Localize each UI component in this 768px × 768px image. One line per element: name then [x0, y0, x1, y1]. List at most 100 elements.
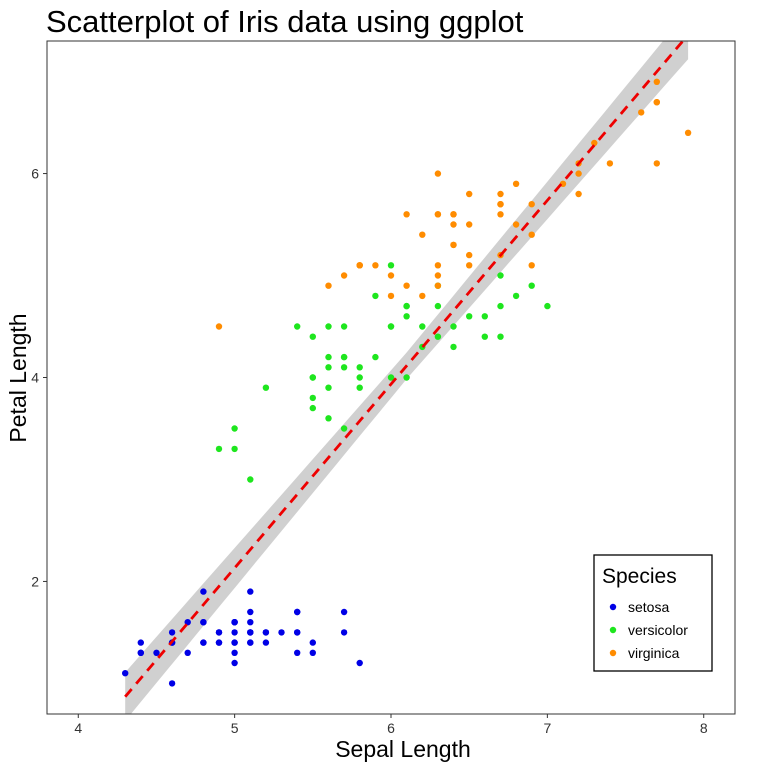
data-point-virginica [434, 272, 442, 279]
data-point-virginica [638, 109, 645, 116]
x-axis-label: Sepal Length [335, 736, 471, 762]
data-point-virginica [512, 180, 520, 187]
data-point-versicolor [466, 313, 473, 320]
data-point-virginica [215, 323, 223, 330]
data-point-virginica [466, 262, 473, 269]
data-point-setosa [231, 639, 238, 646]
data-point-virginica [450, 221, 457, 228]
data-point-virginica [466, 221, 473, 228]
data-point-virginica [528, 231, 535, 238]
y-tick-label: 4 [31, 370, 39, 386]
data-point-versicolor [215, 445, 223, 453]
x-tick-label: 5 [231, 720, 239, 736]
data-point-versicolor [403, 313, 410, 320]
data-point-versicolor [481, 313, 488, 320]
data-point-setosa [309, 649, 316, 656]
data-point-versicolor [340, 353, 348, 361]
data-point-virginica [434, 211, 442, 218]
data-point-versicolor [325, 384, 332, 391]
data-point-setosa [231, 629, 238, 636]
data-point-versicolor [356, 384, 363, 391]
data-point-versicolor [340, 364, 348, 371]
data-point-virginica [653, 160, 660, 167]
data-point-setosa [278, 629, 285, 636]
data-point-virginica [372, 262, 379, 269]
data-point-setosa [137, 649, 144, 656]
data-point-virginica [450, 241, 457, 249]
data-point-virginica [653, 78, 660, 86]
data-point-virginica [419, 292, 426, 300]
data-point-versicolor [294, 323, 301, 330]
data-point-setosa [215, 629, 223, 636]
data-point-virginica [387, 272, 395, 279]
data-point-setosa [247, 629, 254, 636]
data-point-setosa [340, 629, 348, 636]
data-point-versicolor [387, 262, 395, 269]
data-point-virginica [434, 170, 442, 177]
data-point-setosa [262, 629, 270, 636]
data-point-versicolor [247, 476, 254, 483]
data-point-versicolor [309, 394, 316, 402]
data-point-versicolor [403, 302, 410, 310]
data-point-virginica [497, 190, 504, 198]
data-point-setosa [122, 670, 129, 677]
data-point-virginica [403, 282, 410, 289]
data-point-versicolor [356, 364, 363, 371]
data-point-virginica [403, 211, 410, 218]
data-point-setosa [200, 588, 207, 595]
data-point-versicolor [309, 404, 316, 412]
legend-label-virginica: virginica [628, 645, 680, 661]
legend: Species setosa versicolor virginica [593, 554, 713, 672]
data-point-virginica [356, 262, 363, 269]
data-point-setosa [231, 619, 238, 626]
data-point-setosa [184, 649, 191, 656]
data-point-versicolor [309, 333, 316, 340]
data-point-versicolor [419, 323, 426, 330]
data-point-versicolor [497, 302, 504, 310]
data-point-virginica [419, 231, 426, 238]
data-point-setosa [294, 608, 301, 616]
data-point-virginica [653, 99, 660, 106]
data-point-virginica [340, 272, 348, 279]
data-point-versicolor [497, 333, 504, 340]
data-point-virginica [466, 190, 473, 198]
data-point-versicolor [325, 353, 332, 361]
data-point-setosa [262, 639, 270, 646]
x-tick-label: 7 [543, 720, 551, 736]
data-point-virginica [575, 190, 582, 198]
data-point-setosa [137, 639, 144, 646]
data-point-versicolor [231, 445, 238, 453]
legend-key-virginica [609, 649, 617, 657]
data-point-versicolor [497, 272, 504, 279]
data-point-setosa [168, 629, 176, 636]
data-point-versicolor [356, 374, 363, 381]
data-point-versicolor [434, 302, 442, 310]
data-point-virginica [434, 262, 442, 269]
data-point-virginica [684, 129, 692, 136]
data-point-virginica [528, 262, 535, 269]
chart-title: Scatterplot of Iris data using ggplot [46, 4, 524, 39]
data-point-setosa [340, 608, 348, 616]
data-point-virginica [325, 282, 332, 289]
data-point-versicolor [325, 415, 332, 422]
legend-label-setosa: setosa [628, 599, 669, 615]
data-point-versicolor [403, 374, 410, 381]
data-point-versicolor [387, 323, 395, 330]
data-point-virginica [497, 211, 504, 218]
data-point-versicolor [481, 333, 488, 340]
data-point-virginica [387, 292, 395, 300]
data-point-virginica [450, 211, 457, 218]
data-point-virginica [528, 201, 535, 208]
data-point-versicolor [231, 425, 238, 432]
y-axis-label: Petal Length [5, 313, 31, 442]
data-point-versicolor [325, 323, 332, 330]
data-point-setosa [294, 649, 301, 656]
data-point-versicolor [372, 292, 379, 300]
data-point-virginica [591, 139, 598, 147]
data-point-virginica [466, 251, 473, 259]
data-point-virginica [606, 160, 614, 167]
plot-clip-group [122, 41, 692, 714]
data-point-versicolor [450, 323, 457, 330]
x-tick-label: 4 [74, 720, 82, 736]
